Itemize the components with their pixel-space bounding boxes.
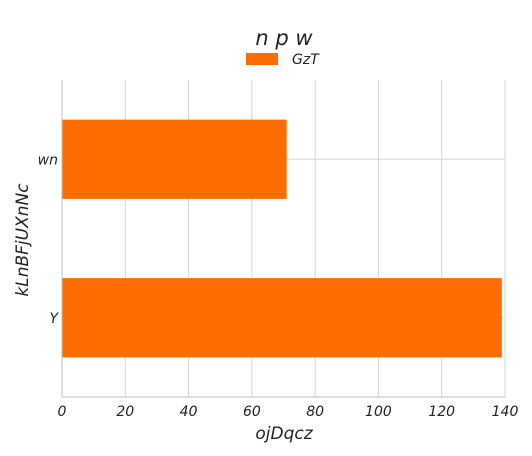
- legend-swatch: [246, 53, 278, 65]
- x-tick-label: 120: [428, 404, 455, 420]
- bars: [62, 119, 502, 358]
- y-ticks: Ywn: [38, 152, 60, 327]
- x-tick-label: 60: [243, 404, 261, 420]
- chart-title: n p w: [255, 26, 313, 50]
- x-tick-label: 100: [365, 404, 392, 420]
- bar-wn: [62, 119, 287, 199]
- x-tick-label: 40: [180, 404, 198, 420]
- x-tick-label: 80: [306, 404, 324, 420]
- x-tick-label: 140: [492, 404, 519, 420]
- y-axis-label: kLnBFjUXnNc: [13, 183, 33, 297]
- x-tick-label: 20: [116, 404, 134, 420]
- y-tick-label: wn: [38, 152, 58, 168]
- x-tick-label: 0: [58, 404, 67, 420]
- x-ticks: 0 20 40 60 80 100 120 140: [58, 404, 519, 420]
- axes: [61, 80, 505, 398]
- x-axis-label: ojDqcz: [255, 424, 313, 444]
- legend-label: GzT: [292, 52, 320, 68]
- legend: GzT: [246, 52, 320, 68]
- bar-Y: [62, 278, 502, 358]
- y-tick-label: Y: [49, 311, 59, 327]
